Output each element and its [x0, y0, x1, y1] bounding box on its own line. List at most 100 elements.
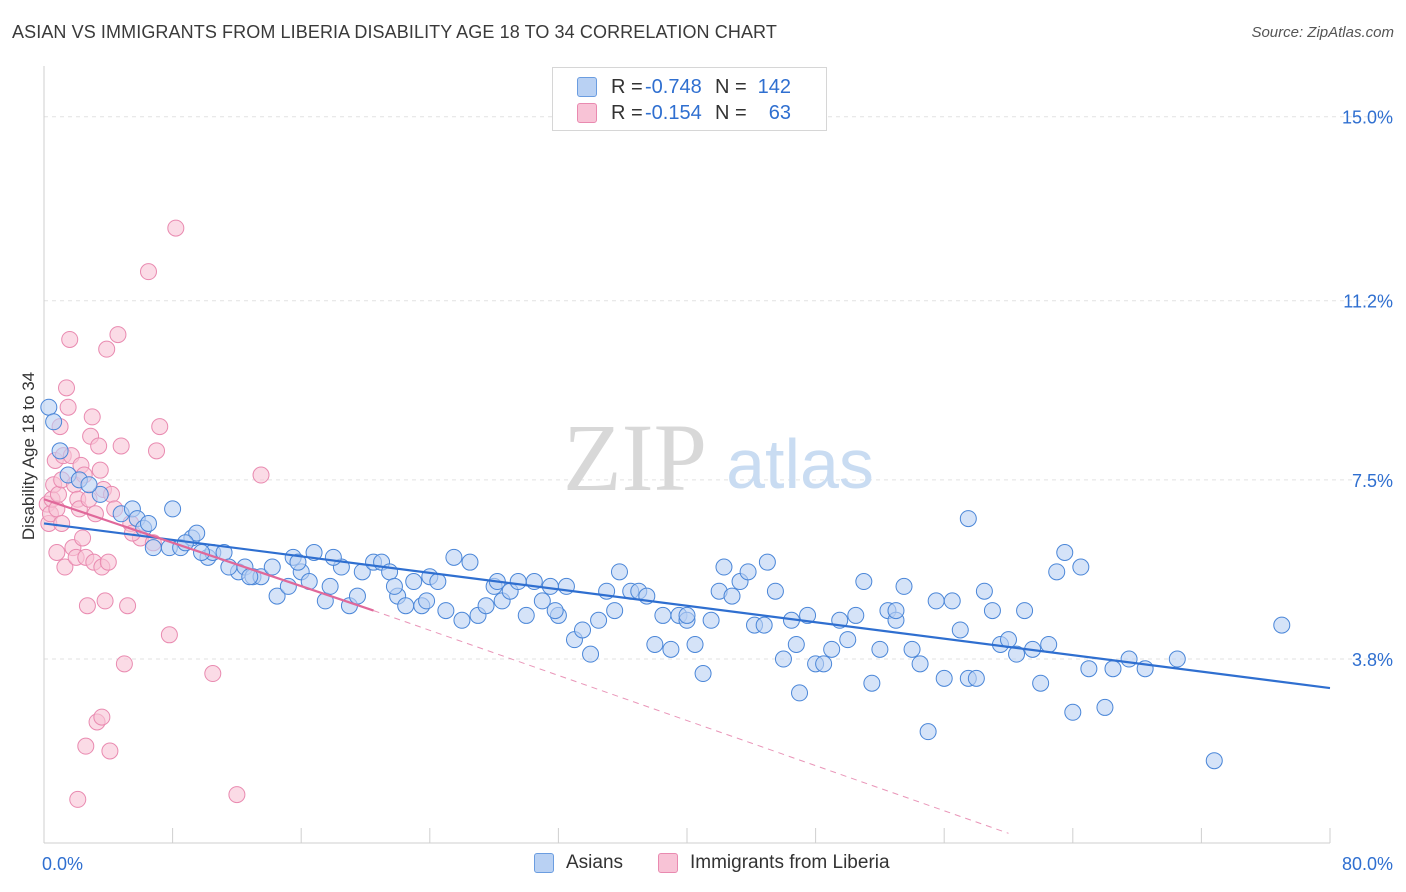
data-point-asians	[694, 665, 712, 683]
data-point-liberia	[58, 379, 76, 397]
y-tick-label: 15.0%	[1342, 108, 1393, 128]
data-point-asians	[927, 592, 945, 610]
data-point-asians	[1040, 635, 1058, 653]
data-point-asians	[324, 548, 342, 566]
data-point-asians	[823, 640, 841, 658]
series-legend-swatch-liberia	[658, 853, 678, 873]
data-point-asians	[847, 606, 865, 624]
data-point-liberia	[53, 514, 71, 532]
data-point-asians	[787, 635, 805, 653]
data-point-liberia	[99, 553, 117, 571]
data-point-asians	[397, 597, 415, 615]
data-point-asians	[1072, 558, 1090, 576]
data-point-asians	[45, 413, 63, 431]
data-point-asians	[755, 616, 773, 634]
data-point-asians	[80, 476, 98, 494]
data-point-asians	[1048, 563, 1066, 581]
data-point-asians	[662, 640, 680, 658]
correlation-legend: R = -0.748 N = 142 R = -0.154 N = 63	[552, 67, 827, 131]
data-point-asians	[855, 573, 873, 591]
trendline-liberia-extension	[373, 610, 1009, 834]
data-point-asians	[1104, 660, 1122, 678]
data-point-asians	[815, 655, 833, 673]
data-point-asians	[590, 611, 608, 629]
data-point-liberia	[49, 485, 67, 503]
data-point-asians	[1064, 703, 1082, 721]
data-point-liberia	[98, 340, 116, 358]
data-point-asians	[702, 611, 720, 629]
y-tick-label: 3.8%	[1352, 650, 1393, 670]
data-point-asians	[574, 621, 592, 639]
data-point-asians	[799, 606, 817, 624]
data-point-liberia	[93, 708, 111, 726]
data-point-asians	[51, 442, 69, 460]
data-point-asians	[321, 577, 339, 595]
x-tick-label: 80.0%	[1342, 854, 1393, 874]
data-point-asians	[871, 640, 889, 658]
data-point-liberia	[90, 437, 108, 455]
data-point-asians	[715, 558, 733, 576]
legend-r-value: -0.154	[645, 101, 702, 124]
data-point-asians	[533, 592, 551, 610]
data-point-asians	[1056, 543, 1074, 561]
data-point-asians	[983, 602, 1001, 620]
data-point-asians	[839, 631, 857, 649]
legend-row-asians: R = -0.748 N = 142	[577, 75, 791, 99]
data-point-asians	[791, 684, 809, 702]
data-point-liberia	[96, 592, 114, 610]
tick-labels: 3.8% 7.5% 11.2% 15.0% 0.0% 80.0%	[42, 108, 1393, 874]
data-point-asians	[91, 485, 109, 503]
data-point-asians	[418, 592, 436, 610]
data-point-asians	[766, 582, 784, 600]
series-legend-label: Asians	[566, 852, 624, 873]
data-point-asians	[477, 597, 495, 615]
data-point-liberia	[48, 543, 66, 561]
data-point-liberia	[148, 442, 166, 460]
y-tick-label: 11.2%	[1343, 292, 1393, 312]
data-point-asians	[911, 655, 929, 673]
data-point-liberia	[228, 786, 246, 804]
data-point-asians	[582, 645, 600, 663]
data-point-asians	[758, 553, 776, 571]
data-point-asians	[1008, 645, 1026, 663]
data-point-asians	[678, 606, 696, 624]
data-point-asians	[606, 602, 624, 620]
legend-row-liberia: R = -0.154 N = 63	[577, 101, 791, 125]
data-point-liberia	[78, 597, 96, 615]
legend-n-value: 63	[768, 101, 791, 124]
data-point-asians	[546, 602, 564, 620]
data-point-liberia	[115, 655, 133, 673]
data-point-asians	[723, 587, 741, 605]
trendlines	[43, 498, 1331, 834]
series-legend: Asians Immigrants from Liberia	[0, 852, 1406, 878]
data-point-asians	[959, 510, 977, 528]
data-point-asians	[517, 606, 535, 624]
series-asians	[40, 398, 1291, 770]
data-point-asians	[967, 669, 985, 687]
data-point-liberia	[139, 263, 157, 281]
data-point-asians	[610, 563, 628, 581]
y-tick-label: 7.5%	[1352, 471, 1393, 491]
data-point-asians	[1096, 698, 1114, 716]
data-point-asians	[1205, 752, 1223, 770]
data-point-asians	[774, 650, 792, 668]
trendline-asians	[43, 522, 1331, 690]
series-legend-liberia[interactable]: Immigrants from Liberia	[658, 852, 890, 874]
data-point-asians	[461, 553, 479, 571]
legend-r-label: R =	[611, 75, 643, 98]
data-point-liberia	[74, 529, 92, 547]
data-point-asians	[1120, 650, 1138, 668]
data-point-liberia	[151, 418, 169, 436]
series-legend-asians[interactable]: Asians	[534, 852, 623, 874]
legend-swatch-asians	[577, 77, 597, 97]
data-point-liberia	[61, 330, 79, 348]
data-point-liberia	[167, 219, 185, 237]
data-point-asians	[1168, 650, 1186, 668]
data-point-liberia	[83, 408, 101, 426]
data-point-asians	[935, 669, 953, 687]
data-point-asians	[405, 573, 423, 591]
data-point-asians	[895, 577, 913, 595]
watermark-atlas: atlas	[726, 425, 874, 503]
data-point-asians	[40, 398, 58, 416]
data-point-liberia	[109, 326, 127, 344]
